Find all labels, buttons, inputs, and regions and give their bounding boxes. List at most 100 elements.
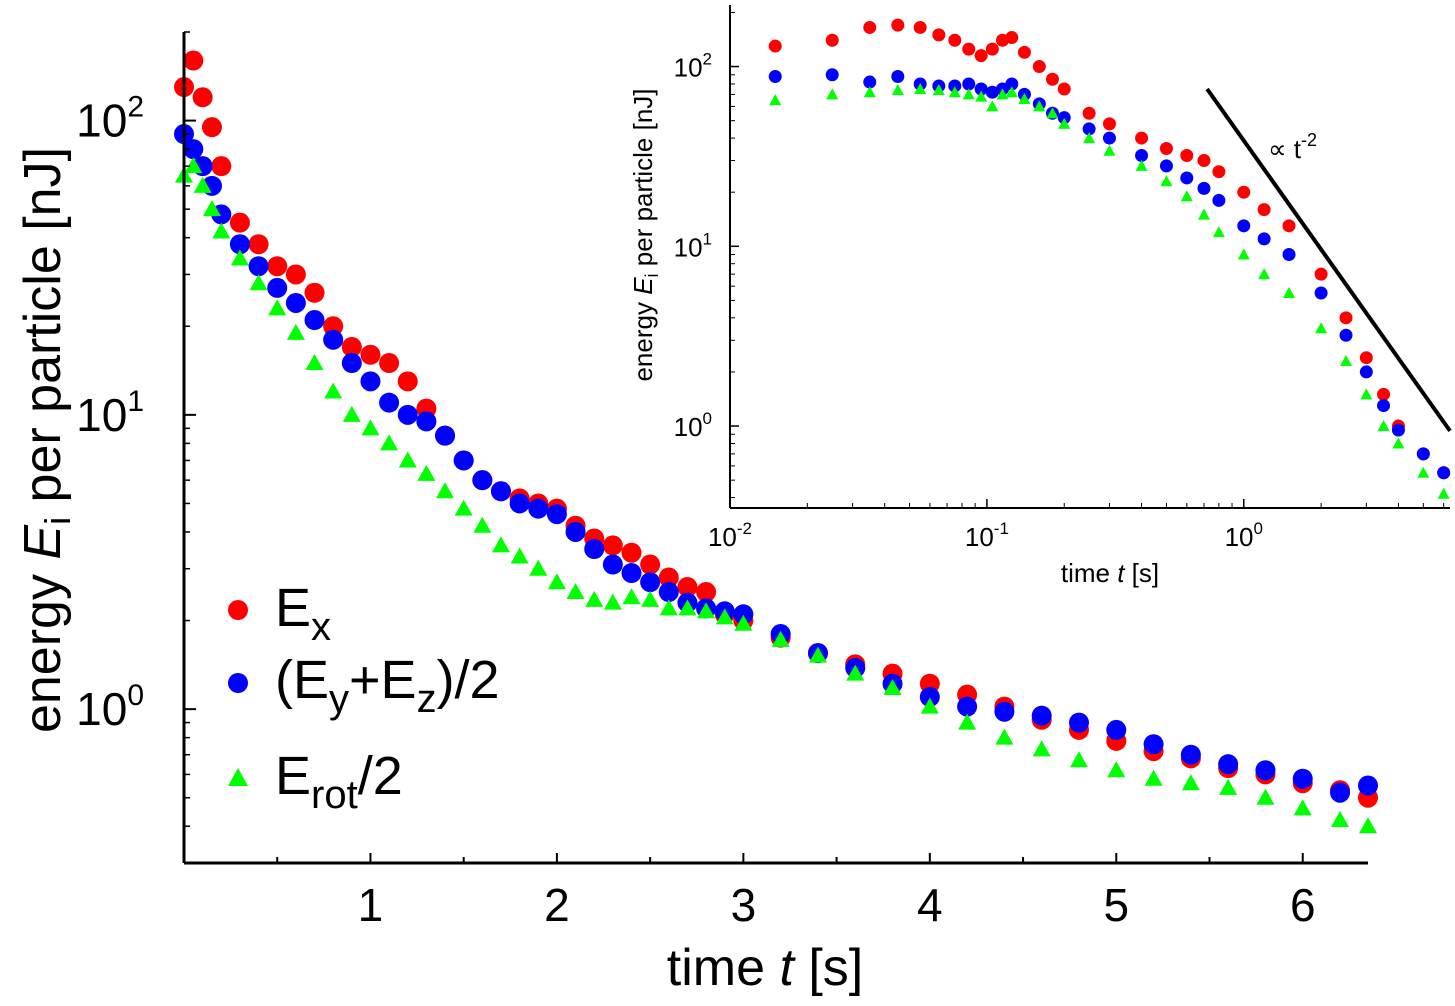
- main-point: [920, 697, 939, 714]
- inset-x-tick-label: 100: [1225, 519, 1263, 552]
- inset-point: [1282, 248, 1296, 262]
- main-point: [454, 499, 473, 516]
- main-point: [509, 493, 530, 514]
- inset-point: [962, 77, 976, 91]
- legend-marker-erot: [228, 768, 248, 786]
- main-point: [183, 50, 204, 71]
- main-point: [491, 536, 510, 553]
- main-point: [380, 434, 399, 451]
- main-point: [398, 451, 417, 468]
- main-point: [1144, 769, 1163, 786]
- inset-point: [914, 83, 927, 95]
- main-point: [621, 563, 642, 584]
- inset-data-points: [768, 18, 1451, 499]
- main-point: [1143, 734, 1164, 755]
- inset-point: [1082, 106, 1096, 120]
- inset-point: [768, 70, 782, 84]
- inset-point: [1314, 267, 1328, 281]
- main-point: [995, 728, 1014, 745]
- main-point: [342, 405, 361, 422]
- main-point: [361, 419, 380, 436]
- main-point: [341, 337, 362, 358]
- main-point: [341, 353, 362, 374]
- main-point: [1180, 744, 1201, 765]
- main-point: [1256, 788, 1275, 805]
- main-point: [324, 382, 343, 399]
- main-point: [602, 535, 623, 556]
- inset-point: [975, 90, 988, 102]
- inset-point: [1046, 107, 1059, 119]
- main-point: [1068, 712, 1089, 733]
- inset-point: [891, 70, 905, 84]
- main-point: [510, 547, 529, 564]
- inset-x-tick-label: 10-1: [965, 519, 1009, 552]
- inset-slope-label: ∝ t-2: [1268, 130, 1317, 164]
- inset-point: [891, 18, 905, 32]
- main-point: [808, 646, 827, 663]
- main-point: [267, 277, 288, 298]
- inset-point: [962, 42, 976, 56]
- main-point: [473, 516, 492, 533]
- main-point: [416, 411, 437, 432]
- inset-point: [1057, 111, 1071, 125]
- inset-point: [1180, 148, 1194, 162]
- main-point: [585, 590, 604, 607]
- main-point: [994, 701, 1015, 722]
- inset-point: [948, 86, 961, 98]
- inset-point: [826, 88, 839, 100]
- inset-point: [996, 88, 1009, 100]
- main-point: [566, 583, 585, 600]
- inset-point: [1197, 208, 1210, 220]
- inset-y-tick-label: 102: [674, 50, 712, 83]
- inset-point: [1377, 420, 1390, 432]
- main-x-tick-label: 4: [917, 879, 943, 931]
- main-point: [397, 404, 418, 425]
- main-data-points: [174, 50, 1378, 834]
- main-x-ticks: 1 2 3 4 5 6: [276, 853, 1316, 931]
- inset-point: [1212, 165, 1226, 179]
- main-point: [248, 256, 269, 277]
- main-point: [436, 482, 455, 499]
- inset-point: [1197, 154, 1211, 168]
- inset-point: [1103, 144, 1116, 156]
- inset-point: [1315, 322, 1328, 334]
- main-point: [1331, 810, 1350, 827]
- main-point: [268, 299, 287, 316]
- inset-point: [863, 86, 876, 98]
- main-y-tick-label: 100: [76, 679, 144, 735]
- main-point: [285, 292, 306, 313]
- inset-point: [1102, 117, 1116, 131]
- inset-point: [932, 28, 946, 42]
- inset-y-axis-label: energy Ei per particle [nJ]: [628, 88, 662, 381]
- main-point: [1031, 705, 1052, 726]
- inset-point: [768, 39, 782, 53]
- inset-point: [1340, 355, 1353, 367]
- inset-point: [1160, 175, 1173, 187]
- main-point: [658, 582, 679, 603]
- inset-point: [1159, 159, 1173, 173]
- inset-point: [1237, 185, 1251, 199]
- inset-point: [1377, 387, 1391, 401]
- inset-point: [986, 100, 999, 112]
- inset-point: [932, 84, 945, 96]
- main-y-axis-label: energy Ei per particle [nJ]: [14, 147, 78, 733]
- inset-point: [1437, 487, 1450, 499]
- inset-point: [863, 75, 877, 89]
- inset-point: [891, 84, 904, 96]
- main-point: [528, 498, 549, 519]
- inset-x-ticks: 10-2 10-1 100: [708, 499, 1445, 552]
- inset-series-ey-ez-2: [768, 68, 1451, 480]
- main-point: [696, 582, 717, 603]
- inset-point: [985, 85, 999, 99]
- main-x-axis-label: time t [s]: [667, 939, 863, 997]
- main-point: [1358, 775, 1378, 796]
- main-point: [305, 354, 324, 371]
- main-point: [1219, 778, 1238, 795]
- inset-point: [1392, 437, 1405, 449]
- main-series-erot-2: [175, 157, 1377, 834]
- main-point: [249, 274, 268, 291]
- inset-point: [962, 88, 975, 100]
- main-point: [360, 344, 381, 365]
- main-point: [659, 599, 678, 616]
